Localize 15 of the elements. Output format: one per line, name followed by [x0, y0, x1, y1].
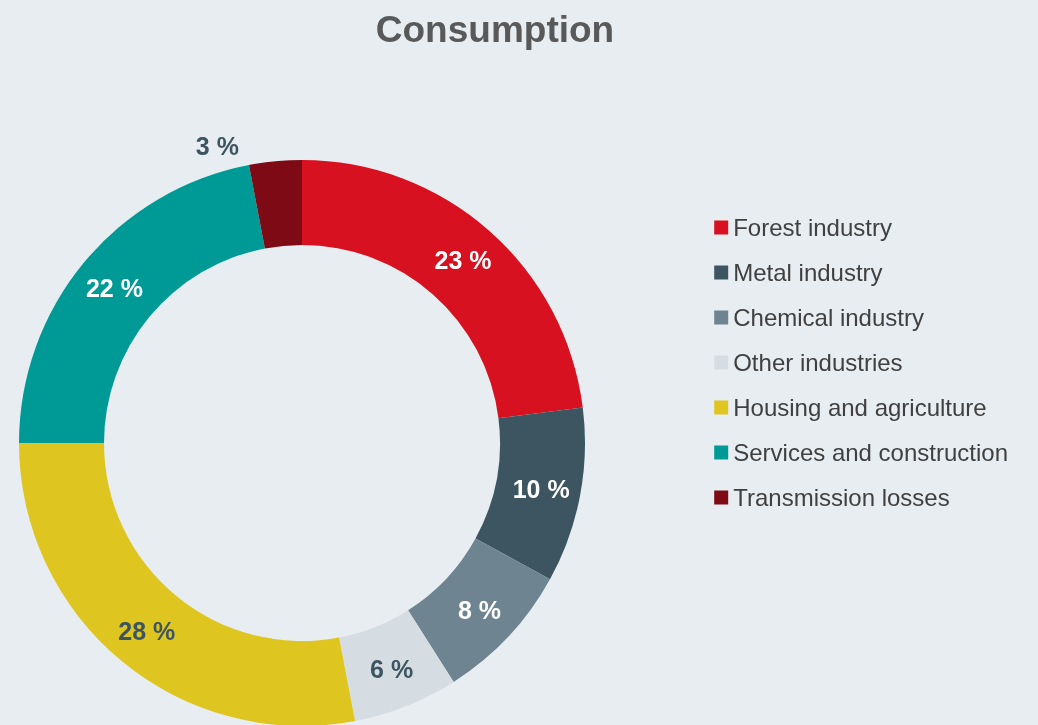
data-label: 8 %	[457, 595, 502, 624]
data-label: 22 %	[85, 273, 143, 302]
legend-label: Chemical industry	[733, 304, 924, 331]
data-label: 23 %	[434, 246, 492, 275]
data-label: 6 %	[370, 655, 414, 684]
data-label: 28 %	[118, 616, 176, 645]
legend-label: Transmission losses	[733, 484, 950, 511]
legend-label: Metal industry	[733, 259, 883, 286]
data-label: 3 %	[195, 132, 239, 161]
chart-title: Consumption	[375, 9, 615, 50]
data-label: 10 %	[512, 474, 570, 503]
legend-label: Forest industry	[733, 214, 892, 241]
legend-label: Housing and agriculture	[733, 394, 987, 421]
legend-label: Services and construction	[733, 439, 1009, 466]
legend-label: Other industries	[733, 349, 903, 376]
